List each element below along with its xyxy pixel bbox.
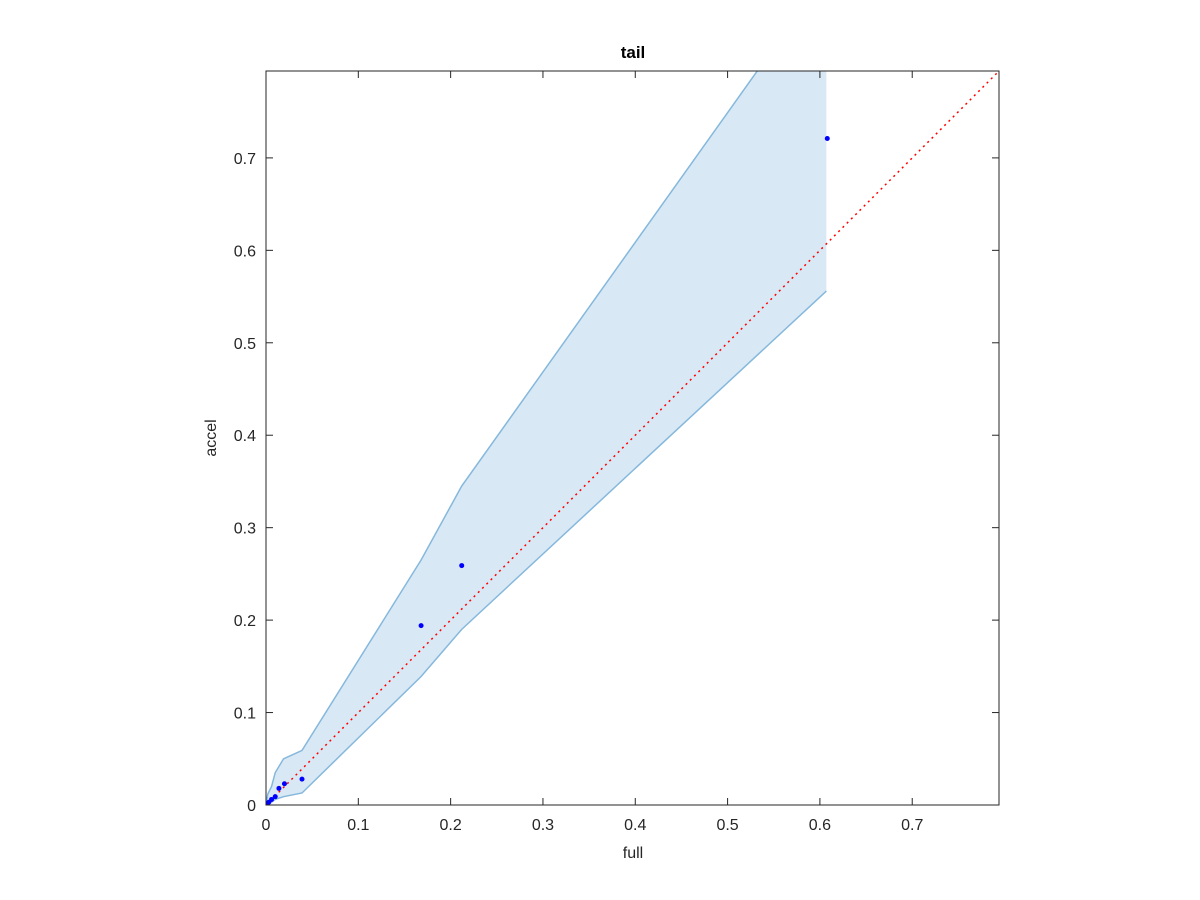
chart-title: tail <box>621 43 646 62</box>
data-point <box>418 623 424 629</box>
data-point <box>459 563 465 569</box>
data-point <box>824 135 830 141</box>
x-tick-label: 0.1 <box>347 817 369 834</box>
y-tick-label: 0.4 <box>234 428 256 445</box>
x-tick-label: 0.7 <box>901 817 923 834</box>
axes-box <box>265 70 1000 806</box>
y-tick-label: 0.3 <box>234 521 256 538</box>
y-tick-label: 0.6 <box>234 243 256 260</box>
data-point <box>299 776 305 782</box>
x-tick-label: 0.5 <box>716 817 738 834</box>
band-upper-edge <box>266 71 759 805</box>
x-tick-label: 0.6 <box>809 817 831 834</box>
y-axis-label: accel <box>203 419 220 456</box>
y-tick-label: 0.1 <box>234 706 256 723</box>
reference-line <box>266 71 999 805</box>
y-tick-label: 0.2 <box>234 613 256 630</box>
x-tick-label: 0 <box>262 817 271 834</box>
y-tick-label: 0.5 <box>234 336 256 353</box>
data-point <box>269 796 275 802</box>
x-axis-label: full <box>623 845 643 862</box>
axes: 0 0.1 0.2 0.3 0.4 0.5 0.6 0.7 0 0.1 0.2 0.3 0.4 0.5 0.… <box>234 70 1000 834</box>
x-tick-label: 0.3 <box>532 817 554 834</box>
data-point <box>281 781 287 787</box>
data-point <box>276 785 282 791</box>
x-tick-label: 0.4 <box>624 817 646 834</box>
y-tick-label: 0 <box>247 798 256 815</box>
plot-area <box>266 71 999 805</box>
data-point <box>272 794 278 800</box>
band-fill <box>266 71 827 805</box>
y-tick-label: 0.7 <box>234 151 256 168</box>
x-tick-label: 0.2 <box>440 817 462 834</box>
